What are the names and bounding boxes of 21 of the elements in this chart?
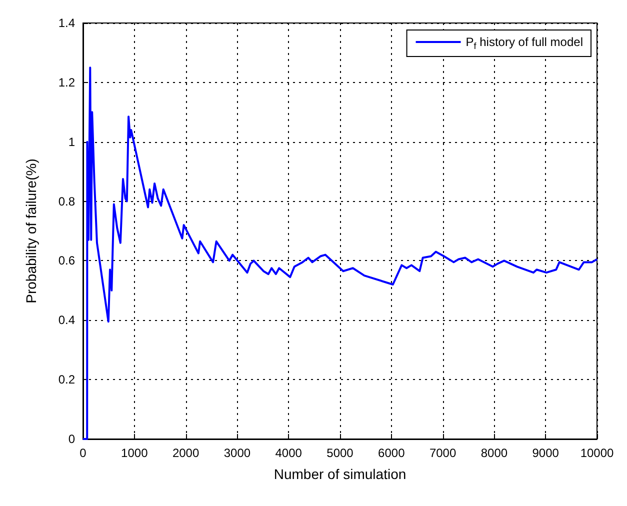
- x-tick-label: 7000: [429, 446, 456, 460]
- y-axis-title: Probability of failure(%): [23, 158, 39, 304]
- x-tick-label: 9000: [532, 446, 560, 460]
- x-tick-label: 1000: [121, 446, 148, 460]
- y-tick-label: 0.8: [58, 194, 76, 208]
- y-tick-label: 1.2: [58, 75, 76, 90]
- x-tick-label: 0: [80, 446, 87, 460]
- x-tick-label: 5000: [326, 446, 354, 460]
- y-tick-label: 0.2: [58, 372, 76, 387]
- x-axis-title: Number of simulation: [274, 466, 406, 482]
- x-tick-label: 6000: [378, 446, 406, 460]
- y-tick-label: 0.6: [58, 254, 76, 268]
- x-tick-label: 4000: [275, 446, 302, 460]
- x-tick-label: 8000: [480, 446, 508, 460]
- x-tick-label: 2000: [172, 446, 200, 460]
- y-tick-label: 1.4: [58, 16, 76, 30]
- x-tick-label: 10000: [580, 446, 614, 460]
- y-tick-label: 1: [68, 134, 76, 149]
- x-tick-label: 3000: [224, 446, 251, 460]
- y-tick-label: 0.4: [58, 313, 76, 328]
- y-tick-label: 0: [68, 432, 76, 446]
